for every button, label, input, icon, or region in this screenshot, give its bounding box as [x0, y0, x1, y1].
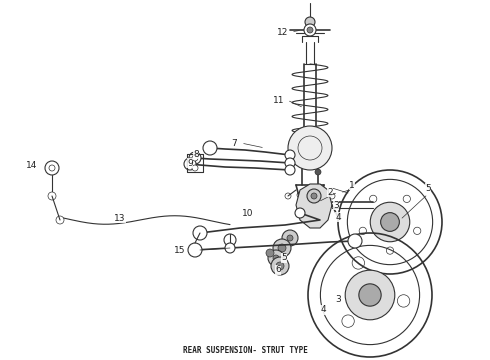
Circle shape — [225, 243, 235, 253]
Circle shape — [315, 169, 321, 175]
Text: 5: 5 — [281, 253, 287, 262]
Text: 4: 4 — [335, 212, 341, 221]
Circle shape — [305, 17, 315, 27]
Text: 12: 12 — [277, 27, 289, 36]
Text: REAR SUSPENSION- STRUT TYPE: REAR SUSPENSION- STRUT TYPE — [183, 346, 307, 355]
Circle shape — [192, 155, 198, 161]
Circle shape — [307, 27, 313, 33]
Circle shape — [45, 161, 59, 175]
Circle shape — [188, 243, 202, 257]
Text: 15: 15 — [174, 246, 186, 255]
Circle shape — [266, 249, 274, 257]
Circle shape — [48, 192, 56, 200]
Text: 13: 13 — [114, 213, 126, 222]
Circle shape — [306, 201, 314, 209]
Text: 9: 9 — [187, 158, 193, 167]
Polygon shape — [296, 184, 332, 228]
Circle shape — [192, 165, 198, 171]
Circle shape — [56, 216, 64, 224]
Text: 5: 5 — [425, 184, 431, 193]
Circle shape — [193, 226, 207, 240]
Circle shape — [345, 270, 395, 320]
Circle shape — [273, 239, 291, 257]
Circle shape — [285, 150, 295, 160]
Circle shape — [276, 262, 284, 270]
Circle shape — [287, 235, 293, 241]
Text: 3: 3 — [335, 296, 341, 305]
Text: 1: 1 — [349, 180, 355, 189]
Text: 6: 6 — [275, 266, 281, 274]
Circle shape — [311, 193, 317, 199]
Text: 10: 10 — [242, 208, 254, 217]
Circle shape — [359, 284, 381, 306]
Circle shape — [285, 158, 295, 168]
Circle shape — [224, 234, 236, 246]
Circle shape — [288, 126, 332, 170]
Circle shape — [304, 24, 316, 36]
Circle shape — [285, 165, 295, 175]
Circle shape — [268, 250, 284, 266]
Circle shape — [348, 234, 362, 248]
Circle shape — [271, 257, 289, 275]
Circle shape — [184, 158, 196, 170]
Text: 14: 14 — [26, 161, 38, 170]
Circle shape — [370, 202, 410, 242]
Text: 3: 3 — [333, 201, 339, 210]
Text: 7: 7 — [231, 139, 237, 148]
Circle shape — [189, 152, 201, 164]
Circle shape — [278, 244, 286, 252]
Text: 4: 4 — [320, 306, 326, 315]
Circle shape — [273, 255, 279, 261]
Circle shape — [381, 213, 399, 231]
Text: 8: 8 — [193, 149, 199, 158]
Circle shape — [295, 208, 305, 218]
Circle shape — [203, 141, 217, 155]
Text: 11: 11 — [273, 95, 285, 104]
Circle shape — [307, 189, 321, 203]
Text: 2: 2 — [327, 188, 333, 197]
Circle shape — [282, 230, 298, 246]
